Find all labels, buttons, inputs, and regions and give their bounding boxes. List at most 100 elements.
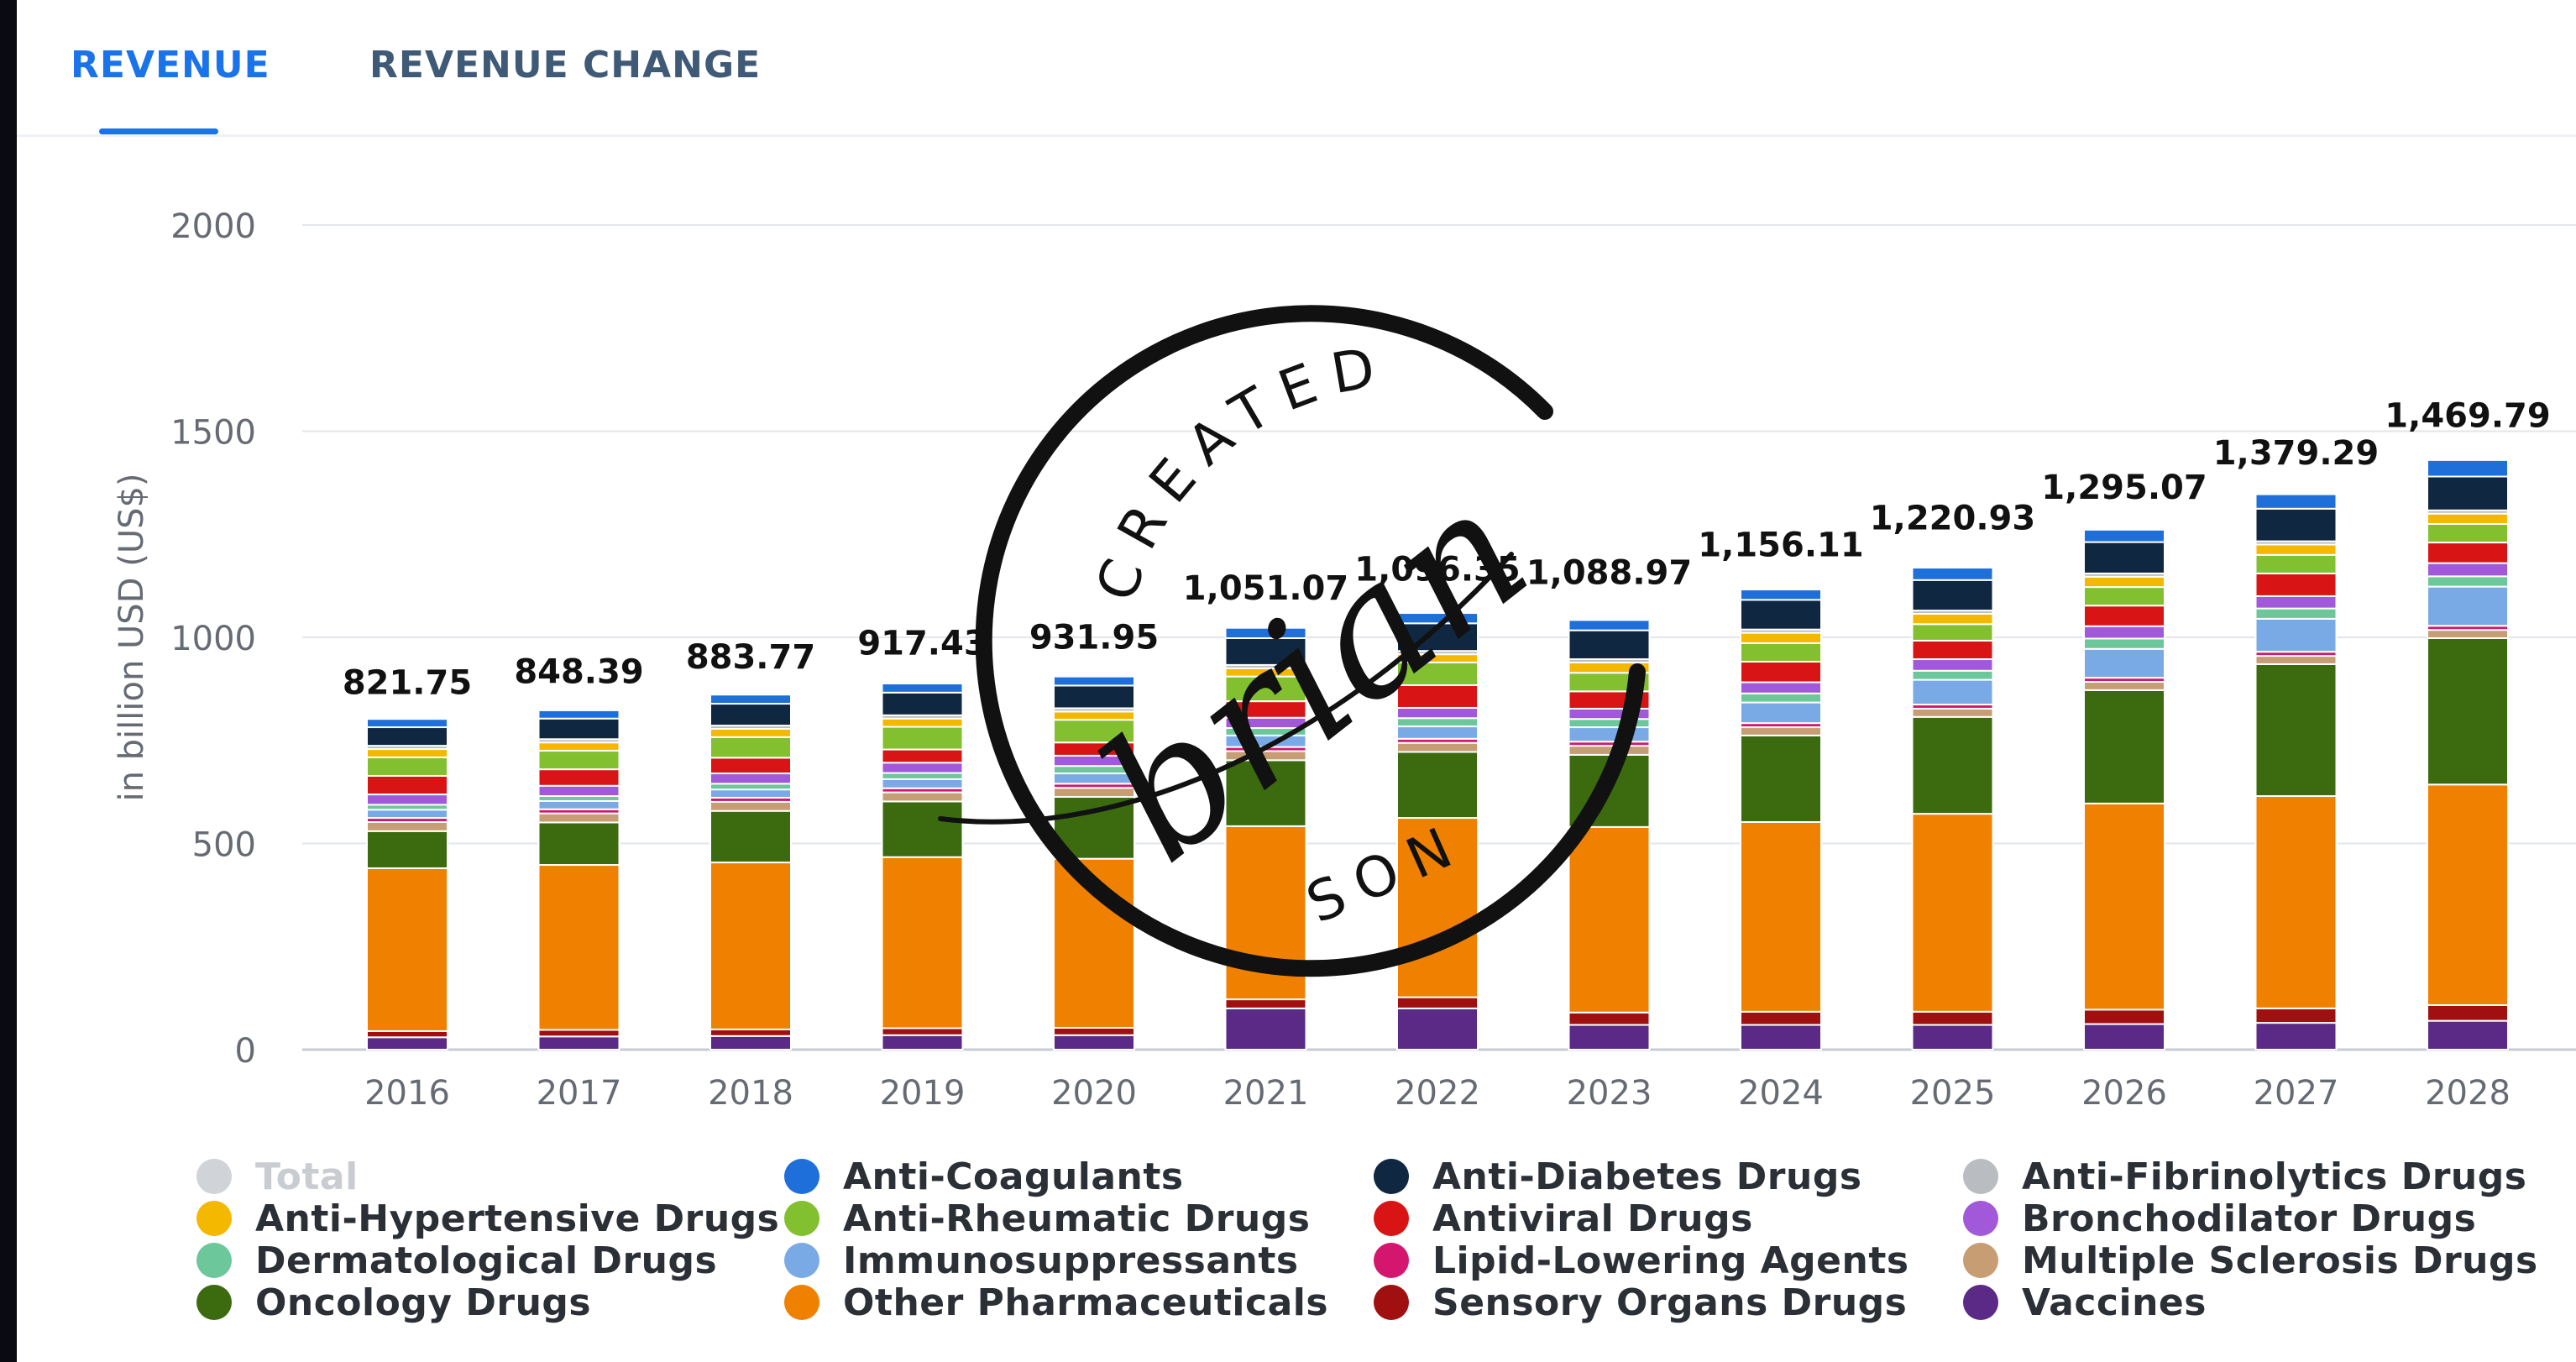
bar-segment[interactable] <box>1911 669 1994 681</box>
bar-segment[interactable] <box>2083 1023 2165 1050</box>
bar-segment[interactable] <box>881 717 964 728</box>
bar-segment[interactable] <box>537 821 620 867</box>
bar-segment[interactable] <box>1396 1007 1479 1051</box>
bar-segment[interactable] <box>366 774 448 796</box>
bar-segment[interactable] <box>1053 857 1135 1029</box>
bar-segment[interactable] <box>1568 707 1651 720</box>
bar-segment[interactable] <box>2427 562 2509 578</box>
bar-segment[interactable] <box>537 784 620 798</box>
bar-segment[interactable] <box>366 809 448 820</box>
bar-segment[interactable] <box>1396 653 1479 663</box>
bar-segment[interactable] <box>1740 642 1822 663</box>
bar-segment[interactable] <box>1224 636 1307 666</box>
bar-segment[interactable] <box>1053 754 1135 767</box>
bar-segment[interactable] <box>2083 575 2165 589</box>
bar-segment[interactable] <box>1396 741 1479 753</box>
bar-segment[interactable] <box>709 1028 792 1037</box>
bar-segment[interactable] <box>2254 1022 2338 1050</box>
bar-segment[interactable] <box>366 794 448 806</box>
bar-segment[interactable] <box>1053 684 1135 710</box>
tab-revenue[interactable]: REVENUE <box>71 44 270 86</box>
bar-segment[interactable] <box>881 691 964 716</box>
bar-segment[interactable] <box>1053 1034 1135 1050</box>
bar-segment[interactable] <box>2427 522 2509 544</box>
bar-segment[interactable] <box>1911 567 1994 581</box>
bar-segment[interactable] <box>2083 647 2165 679</box>
bar-segment[interactable] <box>1396 717 1479 728</box>
bar-segment[interactable] <box>1396 726 1479 740</box>
bar-segment[interactable] <box>1911 623 1994 642</box>
bar-segment[interactable] <box>2254 655 2338 665</box>
legend-item[interactable]: Vaccines <box>1963 1281 2207 1324</box>
bar-segment[interactable] <box>1396 817 1479 998</box>
bar-segment[interactable] <box>881 1034 964 1050</box>
legend-item[interactable]: Immunosuppressants <box>784 1239 1299 1282</box>
bar-segment[interactable] <box>2254 663 2338 798</box>
bar-segment[interactable] <box>881 772 964 780</box>
legend-item[interactable]: Multiple Sclerosis Drugs <box>1963 1239 2538 1282</box>
bar-segment[interactable] <box>709 757 792 775</box>
bar-segment[interactable] <box>2254 543 2338 556</box>
bar-segment[interactable] <box>2427 512 2509 525</box>
bar-segment[interactable] <box>2083 802 2165 1011</box>
bar-segment[interactable] <box>2083 605 2165 627</box>
bar-segment[interactable] <box>1568 825 1651 1014</box>
bar-segment[interactable] <box>2254 572 2338 597</box>
bar-segment[interactable] <box>1396 612 1479 625</box>
bar-segment[interactable] <box>709 862 792 1030</box>
bar-segment[interactable] <box>1740 1024 1822 1051</box>
bar-segment[interactable] <box>1740 726 1822 736</box>
bar-segment[interactable] <box>1740 1010 1822 1026</box>
bar-segment[interactable] <box>709 800 792 812</box>
bar-segment[interactable] <box>881 682 964 694</box>
bar-segment[interactable] <box>709 736 792 759</box>
bar-segment[interactable] <box>1224 700 1307 719</box>
bar-segment[interactable] <box>1911 613 1994 626</box>
bar-segment[interactable] <box>1911 1010 1994 1026</box>
bar-segment[interactable] <box>1396 622 1479 652</box>
bar-segment[interactable] <box>1224 626 1307 639</box>
bar-segment[interactable] <box>1740 631 1822 644</box>
legend-item[interactable]: Sensory Organs Drugs <box>1374 1281 1907 1324</box>
bar-segment[interactable] <box>537 741 620 752</box>
bar-segment[interactable] <box>366 756 448 777</box>
bar-segment[interactable] <box>709 788 792 799</box>
bar-segment[interactable] <box>881 1027 964 1036</box>
bar-segment[interactable] <box>1396 751 1479 820</box>
bar-segment[interactable] <box>1911 678 1994 706</box>
bar-segment[interactable] <box>1740 701 1822 725</box>
bar-segment[interactable] <box>1911 579 1994 612</box>
legend-item[interactable]: Oncology Drugs <box>196 1281 591 1324</box>
bar-segment[interactable] <box>1911 658 1994 672</box>
bar-segment[interactable] <box>1568 629 1651 661</box>
bar-segment[interactable] <box>1224 1007 1307 1051</box>
legend-item[interactable]: Lipid-Lowering Agents <box>1374 1239 1909 1282</box>
bar-segment[interactable] <box>1053 765 1135 775</box>
bar-segment[interactable] <box>1053 710 1135 721</box>
bar-segment[interactable] <box>881 778 964 789</box>
legend-item[interactable]: Other Pharmaceuticals <box>784 1281 1328 1324</box>
bar-segment[interactable] <box>709 773 792 785</box>
bar-segment[interactable] <box>881 748 964 764</box>
bar-segment[interactable] <box>366 867 448 1032</box>
bar-segment[interactable] <box>537 750 620 771</box>
bar-segment[interactable] <box>1740 681 1822 694</box>
bar-segment[interactable] <box>881 800 964 858</box>
bar-segment[interactable] <box>2083 528 2165 543</box>
bar-segment[interactable] <box>537 799 620 810</box>
bar-segment[interactable] <box>537 864 620 1031</box>
bar-segment[interactable] <box>366 1036 448 1051</box>
bar-segment[interactable] <box>881 791 964 803</box>
bar-segment[interactable] <box>366 718 448 729</box>
bar-segment[interactable] <box>1224 998 1307 1009</box>
bar-segment[interactable] <box>1568 661 1651 674</box>
bar-segment[interactable] <box>1053 719 1135 744</box>
bar-segment[interactable] <box>1911 715 1994 815</box>
bar-segment[interactable] <box>366 1029 448 1039</box>
bar-segment[interactable] <box>366 748 448 758</box>
bar-segment[interactable] <box>709 1035 792 1050</box>
bar-segment[interactable] <box>2427 542 2509 564</box>
bar-segment[interactable] <box>1224 734 1307 748</box>
legend-item[interactable]: Anti-Hypertensive Drugs <box>196 1197 779 1240</box>
bar-segment[interactable] <box>366 726 448 747</box>
